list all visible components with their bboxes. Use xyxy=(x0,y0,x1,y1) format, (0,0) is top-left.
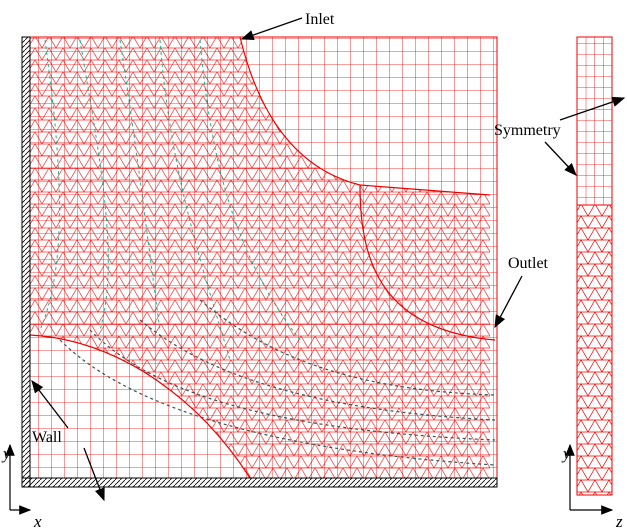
main-mesh xyxy=(30,37,497,478)
side-mesh xyxy=(577,37,612,495)
y-axis-label: y xyxy=(1,444,11,463)
side-y-label: y xyxy=(561,444,571,463)
bottom-wall xyxy=(22,478,497,487)
wall-label: Wall xyxy=(32,429,62,446)
mesh-figure: Inlet Symmetry Outlet Wall y x y z xyxy=(0,0,627,531)
left-wall xyxy=(22,37,30,487)
symmetry-label: Symmetry xyxy=(494,122,561,139)
x-axis-label: x xyxy=(33,512,42,531)
side-z-label: z xyxy=(615,512,623,531)
inlet-arrow xyxy=(242,18,302,39)
outlet-label: Outlet xyxy=(508,255,549,272)
symmetry-arrow xyxy=(545,142,576,175)
outlet-arrow xyxy=(495,276,522,327)
inlet-label: Inlet xyxy=(305,11,335,28)
